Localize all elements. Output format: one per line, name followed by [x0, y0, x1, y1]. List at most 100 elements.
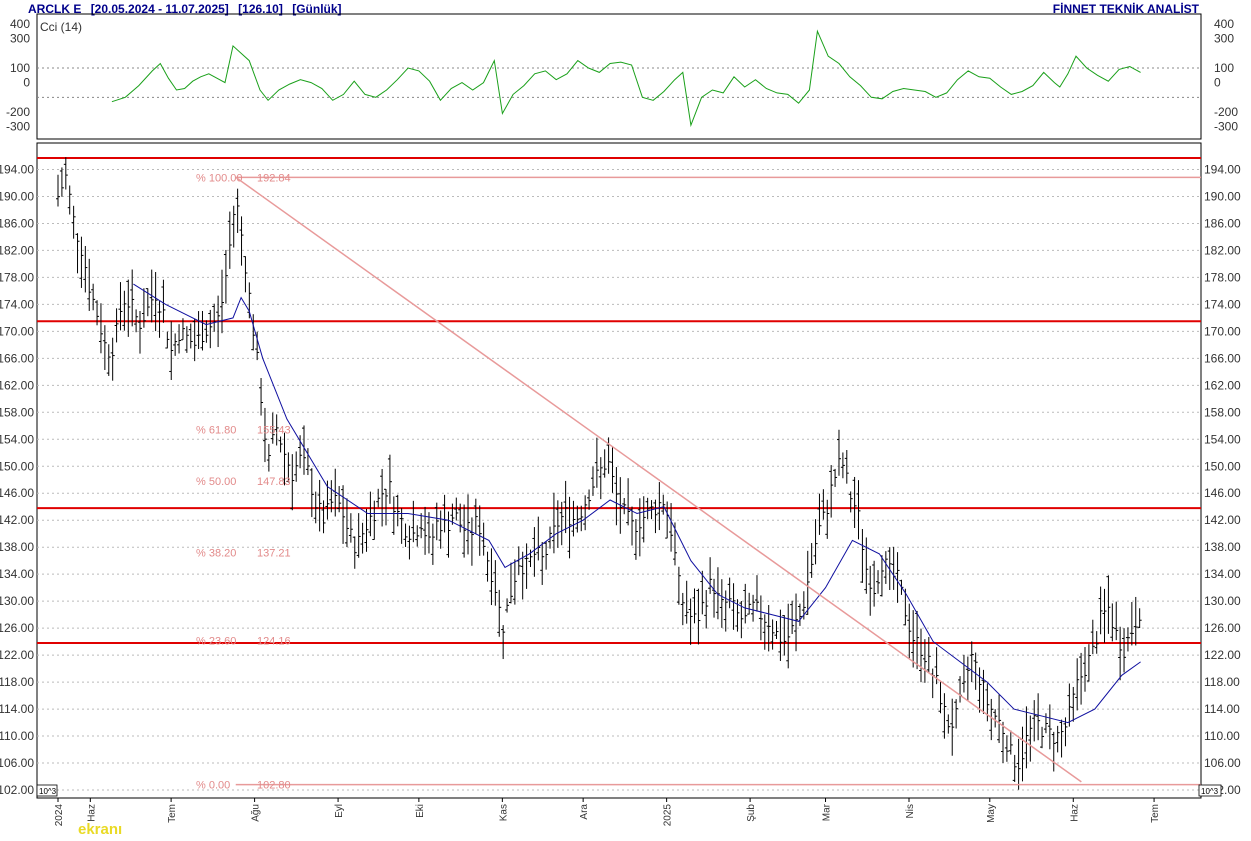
price-tick-right: 182.00: [1204, 243, 1241, 257]
price-tick-left: 106.00: [0, 756, 34, 770]
fib-pct-label: % 50.00: [196, 476, 236, 488]
price-tick-right: 118.00: [1204, 675, 1240, 689]
price-tick-left: 194.00: [0, 162, 34, 176]
price-tick-right: 130.00: [1204, 594, 1241, 608]
x-tick-label: Şub: [746, 804, 757, 822]
cci-tick-left: -300: [6, 120, 30, 134]
cci-tick-right: 300: [1214, 32, 1234, 46]
x-tick-label: Ara: [579, 804, 590, 820]
period-label: [Günlük]: [292, 2, 342, 16]
date-range-label: [20.05.2024 - 11.07.2025]: [90, 2, 229, 16]
scale-box-left: [36, 784, 58, 797]
cci-tick-left: 300: [10, 32, 30, 46]
price-tick-left: 186.00: [0, 216, 34, 230]
cci-line: [111, 29, 1141, 128]
cci-tick-left: 0: [23, 76, 30, 90]
fib-value-label: 192.84: [257, 172, 291, 184]
price-tick-right: 154.00: [1204, 432, 1241, 446]
price-tick-right: 126.00: [1204, 621, 1241, 635]
price-panel-frame: [36, 142, 1202, 799]
price-tick-right: 174.00: [1204, 297, 1241, 311]
price-tick-left: 110.00: [0, 729, 34, 743]
price-tick-right: 162.00: [1204, 378, 1241, 392]
watermark: ekranı: [78, 821, 122, 838]
symbol-label: ARCLK E: [28, 2, 82, 16]
price-tick-right: 186.00: [1204, 216, 1241, 230]
price-tick-right: 178.00: [1204, 270, 1241, 284]
price-tick-left: 158.00: [0, 405, 34, 419]
fib-value-label: 102.80: [257, 780, 291, 792]
price-tick-left: 114.00: [0, 702, 34, 716]
price-tick-right: 122.00: [1204, 648, 1241, 662]
price-tick-left: 134.00: [0, 567, 34, 581]
fib-pct-label: % 0.00: [196, 780, 230, 792]
x-tick-label: Eyl: [334, 804, 345, 818]
cci-tick-right: 400: [1214, 17, 1234, 31]
cci-label: Cci (14): [40, 20, 82, 34]
price-tick-left: 182.00: [0, 243, 34, 257]
cci-tick-left: -200: [6, 105, 30, 119]
x-tick-label: Tem: [1150, 804, 1161, 823]
x-tick-label: Haz: [1069, 804, 1080, 822]
price-tick-left: 150.00: [0, 459, 34, 473]
price-tick-left: 142.00: [0, 513, 34, 527]
price-tick-left: 174.00: [0, 297, 34, 311]
cci-tick-right: -300: [1214, 120, 1238, 134]
last-price-label: [126.10]: [238, 2, 283, 16]
fib-value-label: 137.21: [257, 548, 291, 560]
price-tick-right: 106.00: [1204, 756, 1241, 770]
chart-title: ARCLK E [20.05.2024 - 11.07.2025] [126.1…: [28, 2, 342, 16]
x-tick-label: 2025: [663, 804, 674, 827]
x-tick-label: Kas: [498, 804, 509, 821]
price-tick-right: 194.00: [1204, 162, 1241, 176]
price-tick-left: 162.00: [0, 378, 34, 392]
fib-pct-label: % 61.80: [196, 425, 236, 437]
price-tick-right: 158.00: [1204, 405, 1241, 419]
trendline: [235, 176, 1082, 783]
price-tick-left: 118.00: [0, 675, 34, 689]
price-tick-right: 142.00: [1204, 513, 1241, 527]
indicator-panel-frame: [36, 13, 1202, 140]
cci-tick-right: 100: [1214, 61, 1234, 75]
price-tick-left: 166.00: [0, 351, 34, 365]
price-tick-right: 110.00: [1204, 729, 1240, 743]
price-tick-left: 126.00: [0, 621, 34, 635]
scale-box-right: [1198, 784, 1222, 797]
scale-note-right: 10^3: [1201, 787, 1219, 796]
moving-average-line: [133, 283, 1141, 724]
fib-pct-label: % 38.20: [196, 548, 236, 560]
fib-value-label: 147.83: [257, 476, 291, 488]
price-tick-right: 150.00: [1204, 459, 1241, 473]
cci-tick-left: 400: [10, 17, 30, 31]
x-tick-label: Tem: [167, 804, 178, 823]
price-tick-left: 122.00: [0, 648, 34, 662]
x-tick-label: Ağu: [251, 804, 262, 822]
x-tick-label: 2024: [54, 804, 65, 827]
price-tick-left: 138.00: [0, 540, 34, 554]
fib-value-label: 155.43: [257, 425, 291, 437]
x-tick-label: Eki: [415, 804, 426, 818]
price-tick-right: 170.00: [1204, 324, 1241, 338]
x-tick-label: Nis: [905, 804, 916, 818]
price-tick-right: 134.00: [1204, 567, 1241, 581]
price-tick-right: 146.00: [1204, 486, 1241, 500]
fib-pct-label: % 100.00: [196, 172, 242, 184]
x-tick-label: Mar: [822, 803, 833, 821]
price-tick-right: 114.00: [1204, 702, 1240, 716]
brand-label: FİNNET TEKNİK ANALİST: [1052, 2, 1199, 16]
cci-tick-left: 100: [10, 61, 30, 75]
price-tick-right: 190.00: [1204, 189, 1241, 203]
price-tick-left: 130.00: [0, 594, 34, 608]
price-tick-right: 138.00: [1204, 540, 1241, 554]
price-tick-left: 102.00: [0, 783, 34, 797]
x-tick-label: May: [986, 804, 997, 823]
price-tick-left: 178.00: [0, 270, 34, 284]
price-tick-left: 170.00: [0, 324, 34, 338]
price-tick-right: 166.00: [1204, 351, 1241, 365]
fib-pct-label: % 23.60: [196, 636, 236, 648]
fib-value-label: 124.16: [257, 636, 291, 648]
x-tick-label: Haz: [86, 804, 97, 822]
scale-note-left: 10^3: [39, 787, 57, 796]
cci-tick-right: 0: [1214, 76, 1221, 90]
